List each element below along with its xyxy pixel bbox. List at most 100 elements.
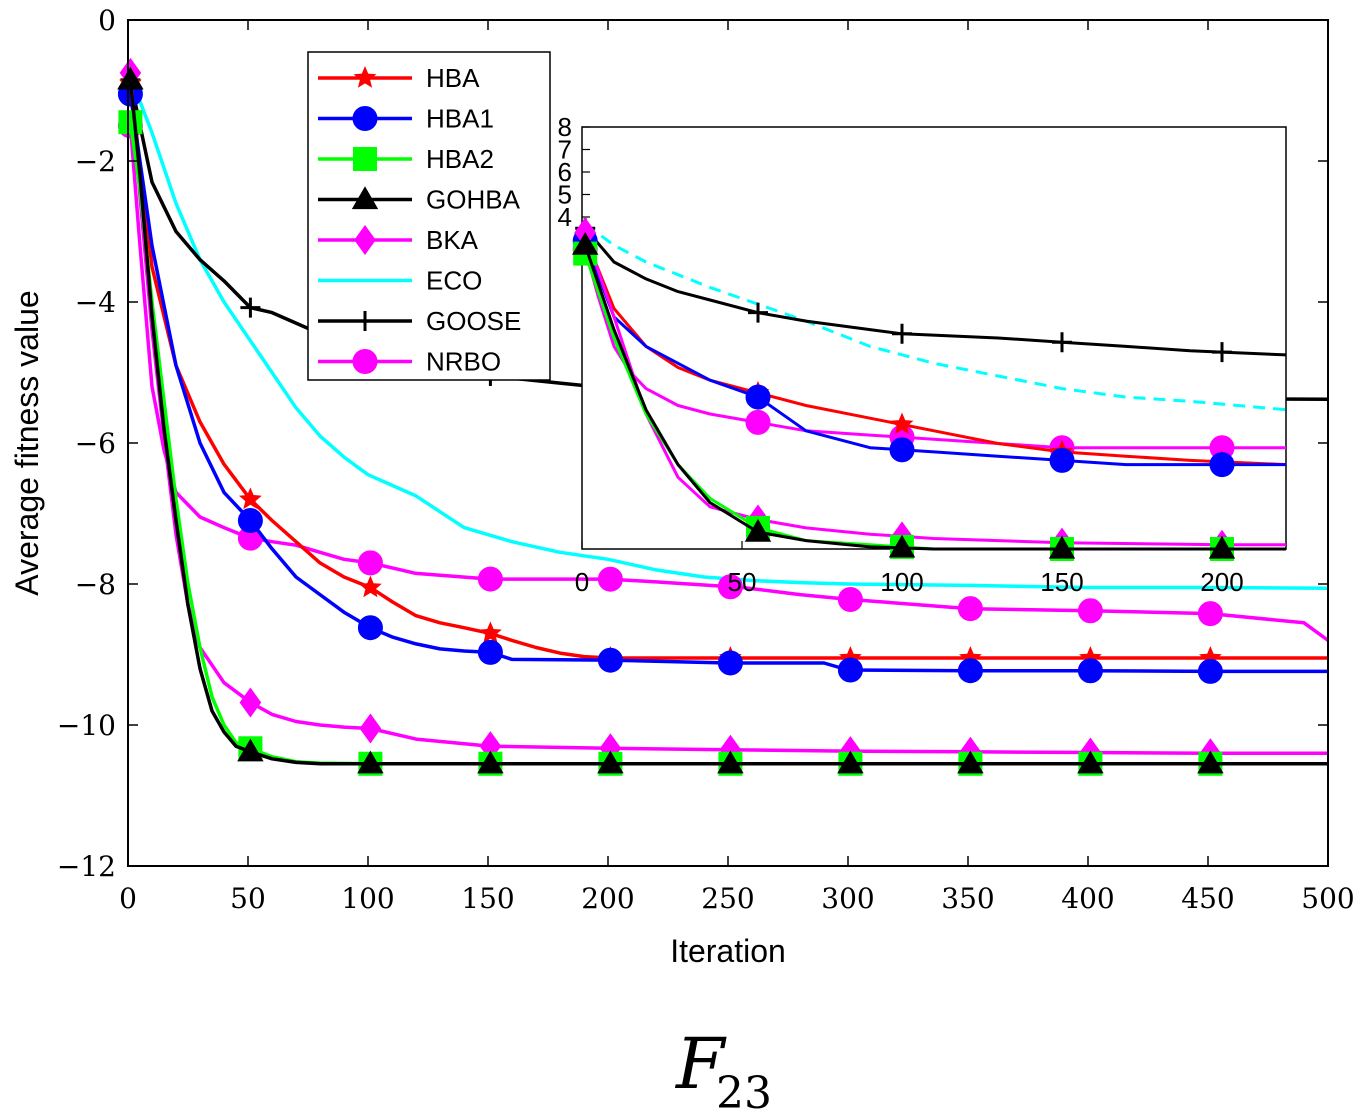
x-tick-label: 500 bbox=[1301, 882, 1354, 915]
x-tick-label: 400 bbox=[1061, 882, 1114, 915]
series-eco bbox=[128, 75, 1329, 590]
inset-y-tick-label: 8 bbox=[558, 112, 572, 142]
inset-x-tick-label: 150 bbox=[1040, 567, 1083, 597]
marker-hba bbox=[239, 487, 262, 510]
figure-caption: F 23 bbox=[674, 1023, 772, 1118]
marker-gohba bbox=[837, 750, 864, 774]
marker-gohba bbox=[597, 750, 624, 774]
legend-marker-nrbo bbox=[352, 349, 378, 374]
inset-marker-gohba bbox=[572, 231, 599, 255]
y-tick-label: 0 bbox=[98, 4, 116, 37]
legend-label: HBA bbox=[426, 63, 480, 93]
marker-hba1 bbox=[1077, 658, 1103, 684]
inset-series-eco bbox=[584, 222, 1287, 412]
x-tick-label: 250 bbox=[701, 882, 754, 915]
marker-hba2 bbox=[118, 110, 143, 135]
inset-marker-hba1 bbox=[1049, 447, 1075, 473]
legend-label: BKA bbox=[426, 225, 479, 255]
marker-gohba bbox=[1077, 750, 1104, 774]
legend-marker-hba bbox=[353, 66, 377, 88]
inset-marker-hba1 bbox=[1209, 452, 1235, 478]
inset-x-tick-label: 50 bbox=[728, 567, 757, 597]
x-tick-label: 300 bbox=[821, 882, 874, 915]
inset-x-tick-label: 200 bbox=[1200, 567, 1243, 597]
y-tick-label: −4 bbox=[75, 286, 116, 319]
marker-gohba bbox=[957, 750, 984, 774]
inset-y-tick-label: 7 bbox=[558, 135, 572, 165]
legend-label: GOHBA bbox=[426, 185, 521, 215]
series-line-hba bbox=[128, 83, 1328, 660]
x-tick-label: 450 bbox=[1181, 882, 1234, 915]
marker-hba1 bbox=[477, 639, 503, 665]
marker-goose bbox=[240, 297, 261, 318]
legend-marker-gohba bbox=[351, 186, 379, 210]
series-gohba bbox=[117, 66, 1328, 774]
series-hba1 bbox=[117, 81, 1328, 684]
inset-y-tick-label: 6 bbox=[558, 157, 572, 187]
legend-label: ECO bbox=[426, 266, 482, 296]
y-axis-title: Average fitness value bbox=[9, 290, 45, 595]
inset-series-line-gohba bbox=[583, 244, 1286, 551]
inset-marker-nrbo bbox=[745, 409, 771, 435]
marker-hba1 bbox=[957, 658, 983, 684]
inset-marker-goose bbox=[1052, 332, 1072, 353]
legend-item-eco: ECO bbox=[318, 266, 482, 296]
marker-gohba bbox=[237, 738, 264, 762]
marker-gohba bbox=[477, 750, 504, 774]
legend-label: NRBO bbox=[426, 347, 501, 377]
inset-series-line-goose bbox=[584, 227, 1287, 357]
marker-hba1 bbox=[1197, 658, 1223, 684]
marker-nrbo bbox=[957, 596, 983, 622]
marker-hba1 bbox=[357, 615, 383, 641]
legend: HBA HBA1 HBA2 GOHBA BKA ECO GOOSE NRBO bbox=[307, 51, 551, 381]
legend-item-gohba: GOHBA bbox=[318, 185, 521, 215]
marker-hba bbox=[359, 575, 382, 598]
inset-y-tick-label: 5 bbox=[558, 180, 572, 210]
marker-gohba bbox=[1197, 750, 1224, 774]
legend-marker-hba2 bbox=[353, 147, 377, 171]
marker-nrbo bbox=[357, 550, 383, 576]
marker-bka bbox=[239, 687, 262, 718]
legend-label: HBA1 bbox=[426, 104, 494, 134]
y-tick-label: −10 bbox=[57, 709, 116, 742]
legend-item-hba: HBA bbox=[318, 63, 480, 93]
legend-label: HBA2 bbox=[426, 144, 494, 174]
inset-x-tick-label: 100 bbox=[880, 567, 923, 597]
legend-marker-hba1 bbox=[352, 106, 378, 131]
marker-hba1 bbox=[597, 647, 623, 673]
inset-series-line-eco bbox=[584, 222, 1287, 412]
x-tick-label: 0 bbox=[119, 882, 137, 915]
legend-marker-goose bbox=[355, 311, 375, 331]
marker-nrbo bbox=[477, 566, 503, 592]
marker-hba1 bbox=[717, 650, 743, 676]
marker-nrbo bbox=[837, 587, 863, 613]
x-tick-label: 200 bbox=[581, 882, 634, 915]
marker-hba1 bbox=[837, 657, 863, 683]
inset-marker-gohba bbox=[744, 518, 772, 542]
inset-marker-hba1 bbox=[745, 384, 771, 410]
x-tick-label: 350 bbox=[941, 882, 994, 915]
marker-nrbo bbox=[597, 566, 623, 592]
inset-marker-goose bbox=[1212, 342, 1232, 363]
marker-bka bbox=[359, 713, 382, 744]
marker-nrbo bbox=[1077, 598, 1103, 624]
caption-letter: F bbox=[674, 1023, 727, 1105]
marker-gohba bbox=[357, 750, 384, 774]
legend-marker-bka bbox=[354, 225, 376, 255]
marker-gohba bbox=[117, 66, 144, 90]
inset-marker-hba bbox=[890, 412, 914, 435]
inset-marker-goose bbox=[748, 302, 768, 323]
inset-marker-hba1 bbox=[889, 437, 915, 463]
legend-item-hba2: HBA2 bbox=[318, 144, 494, 174]
caption-subscript: 23 bbox=[716, 1068, 772, 1118]
marker-nrbo bbox=[1197, 601, 1223, 627]
series-line-eco bbox=[128, 75, 1329, 590]
marker-gohba bbox=[717, 750, 744, 774]
y-tick-label: −12 bbox=[57, 850, 116, 883]
x-tick-label: 100 bbox=[341, 882, 394, 915]
inset-marker-goose bbox=[892, 323, 912, 344]
series-line-gohba bbox=[128, 79, 1328, 766]
y-tick-label: −6 bbox=[75, 427, 116, 460]
x-tick-label: 150 bbox=[461, 882, 514, 915]
